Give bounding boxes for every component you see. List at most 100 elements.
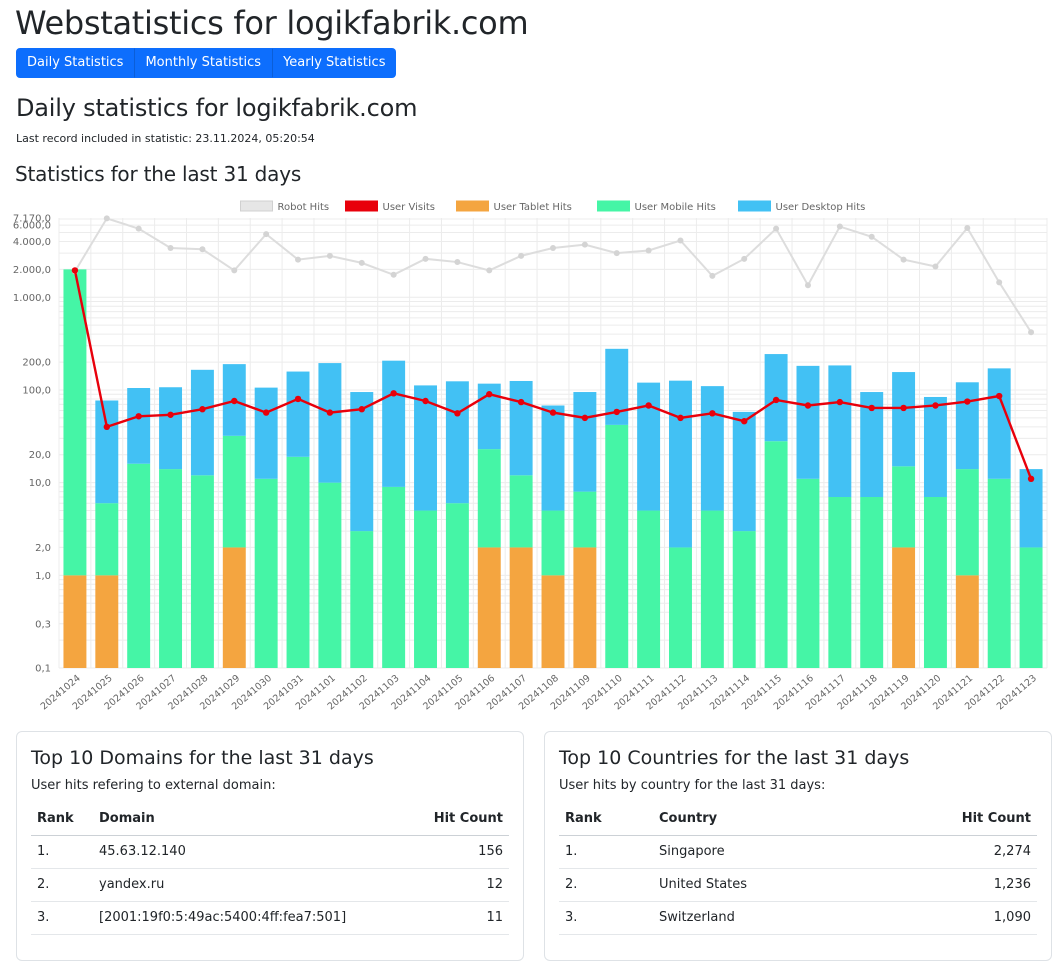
point-user-visits[interactable]	[677, 414, 684, 422]
bar-user-mobile-hits[interactable]	[892, 466, 916, 548]
point-user-visits[interactable]	[422, 397, 429, 405]
legend-item-user-desktop-hits[interactable]: User Desktop Hits	[738, 200, 866, 213]
bar-user-desktop-hits[interactable]	[732, 411, 756, 532]
point-user-visits[interactable]	[135, 413, 142, 420]
bar-user-desktop-hits[interactable]	[95, 400, 119, 504]
point-robot-hits[interactable]	[135, 225, 142, 232]
bar-user-tablet-hits[interactable]	[509, 547, 533, 668]
bar-user-mobile-hits[interactable]	[222, 435, 246, 548]
point-user-visits[interactable]	[1027, 475, 1035, 483]
point-robot-hits[interactable]	[486, 267, 493, 274]
bar-user-desktop-hits[interactable]	[254, 387, 278, 479]
bar-user-mobile-hits[interactable]	[796, 478, 820, 668]
point-user-visits[interactable]	[262, 409, 270, 416]
bar-user-desktop-hits[interactable]	[700, 386, 724, 511]
point-user-visits[interactable]	[103, 423, 111, 431]
bar-user-desktop-hits[interactable]	[1019, 469, 1043, 548]
bar-user-tablet-hits[interactable]	[541, 575, 565, 668]
point-robot-hits[interactable]	[836, 223, 843, 230]
bar-user-mobile-hits[interactable]	[955, 469, 979, 576]
bar-user-desktop-hits[interactable]	[318, 363, 342, 483]
point-robot-hits[interactable]	[804, 282, 811, 289]
point-robot-hits[interactable]	[709, 272, 716, 279]
legend-item-user-mobile-hits[interactable]: User Mobile Hits	[597, 200, 716, 213]
chart-legend[interactable]: Robot Hits User Visits User Tablet Hits Use…	[240, 200, 866, 213]
point-user-visits[interactable]	[581, 414, 589, 422]
bar-user-desktop-hits[interactable]	[477, 383, 501, 450]
point-user-visits[interactable]	[199, 406, 206, 413]
bar-user-mobile-hits[interactable]	[350, 531, 374, 668]
point-user-visits[interactable]	[995, 392, 1003, 400]
bar-user-desktop-hits[interactable]	[382, 360, 406, 487]
bar-user-mobile-hits[interactable]	[509, 475, 533, 548]
bar-user-mobile-hits[interactable]	[414, 510, 437, 668]
bar-user-mobile-hits[interactable]	[923, 496, 947, 668]
bar-user-desktop-hits[interactable]	[987, 368, 1011, 479]
bar-user-mobile-hits[interactable]	[318, 482, 342, 668]
point-user-visits[interactable]	[454, 410, 461, 417]
bar-user-mobile-hits[interactable]	[637, 510, 661, 668]
legend-item-user-tablet-hits[interactable]: User Tablet Hits	[456, 200, 572, 213]
point-robot-hits[interactable]	[454, 259, 461, 266]
bar-user-tablet-hits[interactable]	[955, 575, 979, 668]
bar-user-mobile-hits[interactable]	[669, 547, 692, 668]
bar-user-desktop-hits[interactable]	[669, 380, 692, 548]
point-user-visits[interactable]	[741, 418, 748, 425]
point-robot-hits[interactable]	[550, 245, 556, 252]
bar-user-desktop-hits[interactable]	[541, 405, 565, 511]
bar-user-desktop-hits[interactable]	[796, 365, 820, 479]
bar-user-desktop-hits[interactable]	[923, 396, 947, 497]
point-robot-hits[interactable]	[932, 263, 939, 270]
bar-user-desktop-hits[interactable]	[955, 382, 979, 470]
bar-user-mobile-hits[interactable]	[63, 269, 87, 576]
bar-user-mobile-hits[interactable]	[541, 510, 565, 576]
point-user-visits[interactable]	[517, 398, 525, 406]
legend-item-user-visits[interactable]: User Visits	[345, 200, 436, 213]
monthly-statistics-button[interactable]: Monthly Statistics	[134, 48, 273, 78]
point-robot-hits[interactable]	[167, 245, 174, 252]
bar-user-mobile-hits[interactable]	[477, 449, 501, 548]
point-robot-hits[interactable]	[900, 256, 907, 263]
bar-user-desktop-hits[interactable]	[350, 392, 374, 532]
bar-user-mobile-hits[interactable]	[382, 486, 406, 668]
point-robot-hits[interactable]	[964, 224, 971, 231]
point-user-visits[interactable]	[390, 390, 397, 397]
bar-user-desktop-hits[interactable]	[445, 381, 469, 504]
daily-statistics-button[interactable]: Daily Statistics	[16, 48, 135, 78]
point-user-visits[interactable]	[900, 404, 907, 412]
bar-user-desktop-hits[interactable]	[573, 392, 597, 492]
bar-user-desktop-hits[interactable]	[414, 385, 437, 511]
bar-user-mobile-hits[interactable]	[286, 456, 310, 668]
point-user-visits[interactable]	[486, 391, 493, 398]
point-robot-hits[interactable]	[231, 267, 238, 274]
point-robot-hits[interactable]	[613, 250, 620, 257]
point-user-visits[interactable]	[772, 396, 780, 404]
bar-user-mobile-hits[interactable]	[700, 510, 724, 668]
bar-user-desktop-hits[interactable]	[509, 380, 533, 476]
bar-user-desktop-hits[interactable]	[286, 371, 310, 457]
bar-user-mobile-hits[interactable]	[159, 469, 183, 668]
point-user-visits[interactable]	[613, 408, 620, 416]
point-robot-hits[interactable]	[295, 256, 302, 263]
point-robot-hits[interactable]	[581, 241, 588, 248]
bar-user-tablet-hits[interactable]	[222, 547, 246, 668]
bar-user-tablet-hits[interactable]	[892, 547, 916, 668]
bar-user-desktop-hits[interactable]	[159, 387, 183, 470]
bar-user-tablet-hits[interactable]	[573, 547, 597, 668]
point-robot-hits[interactable]	[773, 225, 780, 232]
point-user-visits[interactable]	[167, 411, 174, 418]
point-robot-hits[interactable]	[263, 231, 270, 238]
point-user-visits[interactable]	[71, 267, 79, 274]
bar-user-tablet-hits[interactable]	[63, 575, 87, 668]
bar-user-mobile-hits[interactable]	[732, 531, 756, 668]
legend-item-robot-hits[interactable]: Robot Hits	[240, 200, 330, 213]
point-robot-hits[interactable]	[1028, 329, 1035, 336]
point-user-visits[interactable]	[709, 410, 716, 417]
point-user-visits[interactable]	[294, 395, 302, 403]
bar-user-mobile-hits[interactable]	[605, 424, 629, 668]
point-robot-hits[interactable]	[996, 279, 1003, 286]
bar-user-mobile-hits[interactable]	[860, 496, 884, 668]
bar-user-mobile-hits[interactable]	[127, 463, 151, 668]
bar-user-desktop-hits[interactable]	[892, 372, 916, 467]
point-robot-hits[interactable]	[390, 271, 397, 278]
